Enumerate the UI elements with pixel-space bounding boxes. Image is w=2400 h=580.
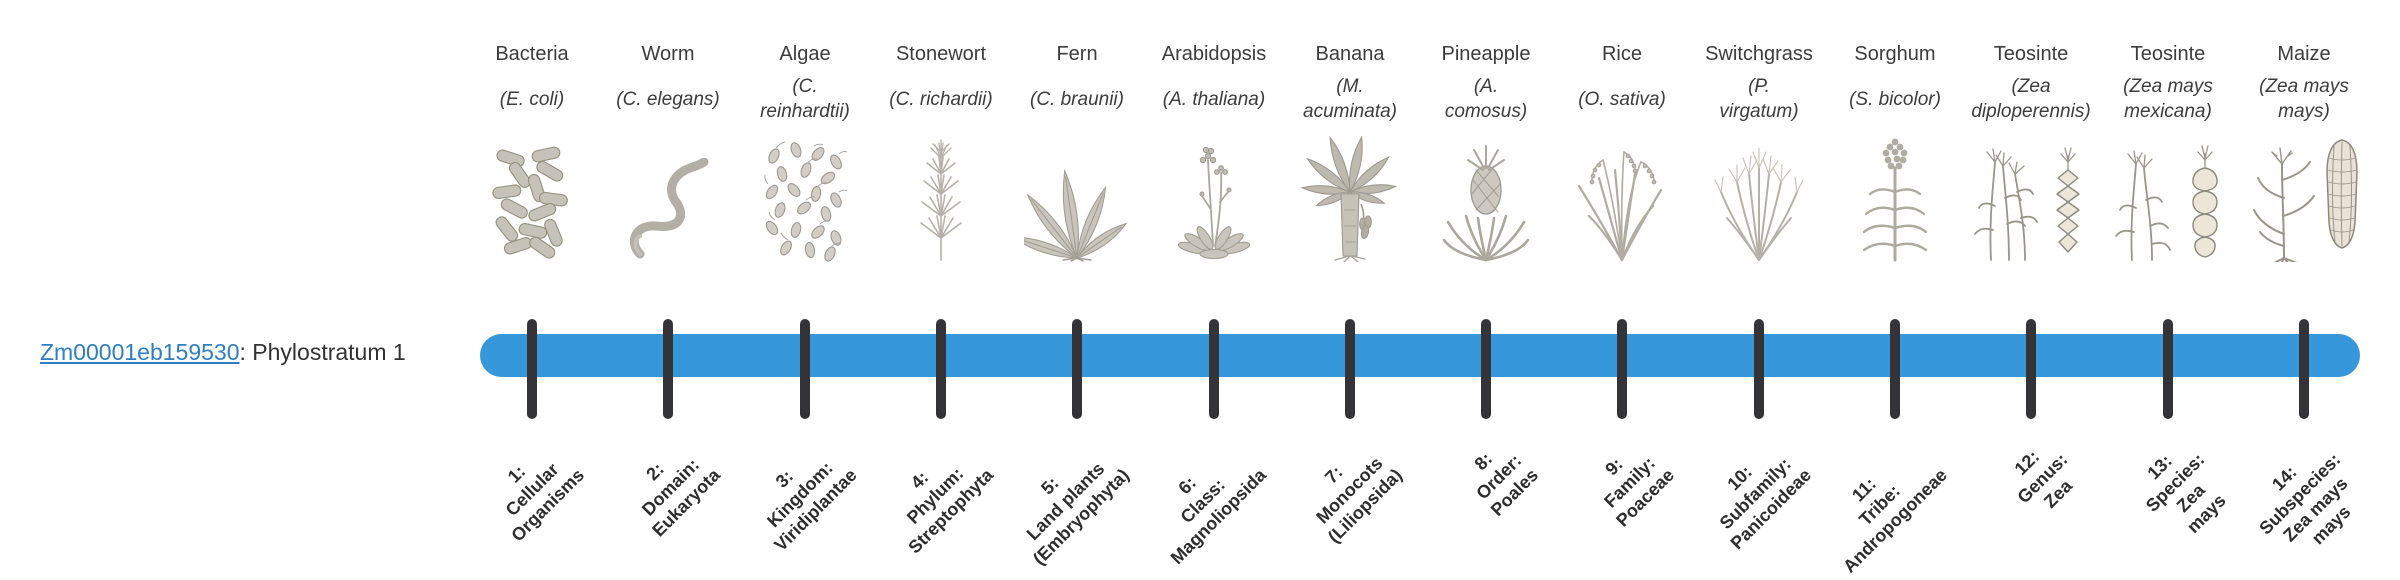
organism-common-name: Sorghum <box>1854 43 1936 65</box>
organism-column-sorghum: Sorghum (S. bicolor) <box>1827 40 1963 262</box>
organism-column-pineapple: Pineapple (A. comosus) <box>1418 40 1554 262</box>
organism-scientific-name: (O. sativa) <box>1578 88 1666 110</box>
timeline-tick <box>2299 319 2309 419</box>
teosinte-diploperennis-icon <box>1963 128 2099 262</box>
bacteria-icon <box>464 128 600 262</box>
organism-scientific-name: (C. braunii) <box>1030 88 1124 110</box>
gene-label: Zm00001eb159530: Phylostratum 1 <box>40 338 406 366</box>
timeline-tick <box>936 319 946 419</box>
organism-column-rice: Rice (O. sativa) <box>1554 40 1690 262</box>
organism-column-teosinte-mexicana: Teosinte (Zea mays mexicana) <box>2100 40 2236 262</box>
organism-common-name: Maize <box>2277 43 2331 65</box>
timeline-tick <box>1209 319 1219 419</box>
timeline-tick <box>1890 319 1900 419</box>
phylostratum-label-4: 4: Phylum: Streptophyta <box>902 463 997 558</box>
organism-scientific-name: (Zea diploperennis) <box>1971 76 2091 122</box>
organism-column-teosinte-diploperennis: Teosinte (Zea diploperennis) <box>1963 40 2099 262</box>
organism-common-name: Rice <box>1601 43 1642 65</box>
worm-icon <box>600 128 736 262</box>
organism-common-name: Teosinte <box>1993 43 2069 65</box>
pineapple-icon <box>1418 128 1554 262</box>
organism-column-algae: Algae (C. reinhardtii) <box>737 40 873 262</box>
sorghum-icon <box>1827 128 1963 262</box>
organism-common-name: Fern <box>1056 43 1098 65</box>
timeline-tick <box>527 319 537 419</box>
phylostratum-label-6: 6: Class: Magnoliopsida <box>1166 464 1270 569</box>
timeline-tick <box>1072 319 1082 419</box>
phylostratum-label-5: 5: Land plants (Embryophyta) <box>1022 458 1133 569</box>
phylostratum-label-11: 11: Tribe: Andropogoneae <box>1839 464 1951 577</box>
phylostratum-label-10: 10: Subfamily: Panicoideae <box>1715 453 1815 554</box>
organism-scientific-name: (A. comosus) <box>1444 76 1528 122</box>
timeline-tick <box>1754 319 1764 419</box>
organism-scientific-name: (Zea mays mexicana) <box>2123 76 2213 122</box>
organism-column-maize: Maize (Zea mays mays) <box>2236 40 2372 262</box>
gene-link[interactable]: Zm00001eb159530 <box>40 339 240 365</box>
phylostratum-label-3: 3: Kingdom: Viridiplantae <box>763 457 861 556</box>
organism-common-name: Stonewort <box>895 43 987 65</box>
organism-column-switchgrass: Switchgrass (P. virgatum) <box>1691 40 1827 262</box>
timeline-tick <box>663 319 673 419</box>
organism-common-name: Pineapple <box>1441 43 1531 65</box>
timeline-bar <box>480 334 2360 377</box>
organism-scientific-name: (C. reinhardtii) <box>760 76 850 122</box>
phylostratum-label-2: 2: Domain: Eukaryota <box>638 454 724 541</box>
phylostratum-label-7: 7: Monocots (Liliopsida) <box>1312 453 1406 547</box>
timeline-tick <box>1481 319 1491 419</box>
phylostratum-label-9: 9: Family: Poaceae <box>1600 452 1678 531</box>
timeline-tick <box>1345 319 1355 419</box>
arabidopsis-icon <box>1146 128 1282 262</box>
stonewort-icon <box>873 128 1009 262</box>
phylostratum-label-13: 13: Species: Zea mays <box>2141 449 2230 537</box>
timeline-tick <box>2026 319 2036 419</box>
organism-common-name: Banana <box>1315 43 1385 65</box>
phylostratum-label-1: 1: Cellular Organisms <box>501 459 588 546</box>
organism-column-worm: Worm (C. elegans) <box>600 40 736 262</box>
organism-common-name: Algae <box>779 43 831 65</box>
organism-scientific-name: (S. bicolor) <box>1849 88 1941 110</box>
organism-common-name: Arabidopsis <box>1161 43 1267 65</box>
phylostratum-label-12: 12: Genus: Zea <box>2010 446 2077 512</box>
timeline-tick <box>800 319 810 419</box>
timeline-tick <box>1617 319 1627 419</box>
organism-scientific-name: (E. coli) <box>499 88 565 110</box>
organism-scientific-name: (C. elegans) <box>616 88 720 110</box>
phylostratum-text: : Phylostratum 1 <box>239 339 406 365</box>
organism-common-name: Worm <box>641 43 695 65</box>
organism-column-bacteria: Bacteria (E. coli) <box>464 40 600 262</box>
organism-scientific-name: (M. acuminata) <box>1303 76 1397 122</box>
organism-scientific-name: (Zea mays mays) <box>2259 76 2349 122</box>
switchgrass-icon <box>1691 128 1827 262</box>
organism-column-stonewort: Stonewort (C. richardii) <box>873 40 1009 262</box>
organism-common-name: Teosinte <box>2130 43 2206 65</box>
organism-common-name: Bacteria <box>495 43 569 65</box>
phylostratum-label-14: 14: Subspecies: Zea mays mays <box>2255 449 2355 549</box>
organism-common-name: Switchgrass <box>1705 43 1813 65</box>
organism-scientific-name: (A. thaliana) <box>1162 88 1266 110</box>
fern-icon <box>1009 128 1145 262</box>
algae-icon <box>737 128 873 262</box>
organism-column-banana: Banana (M. acuminata) <box>1282 40 1418 262</box>
organism-column-fern: Fern (C. braunii) <box>1009 40 1145 262</box>
organism-scientific-name: (P. virgatum) <box>1719 76 1799 122</box>
banana-icon <box>1282 128 1418 262</box>
organism-column-arabidopsis: Arabidopsis (A. thaliana) <box>1146 40 1282 262</box>
teosinte-mexicana-icon <box>2100 128 2236 262</box>
organism-scientific-name: (C. richardii) <box>889 88 993 110</box>
timeline-tick <box>2163 319 2173 419</box>
rice-icon <box>1554 128 1690 262</box>
maize-icon <box>2236 128 2372 262</box>
phylostratum-label-8: 8: Order: Poales <box>1470 448 1542 521</box>
